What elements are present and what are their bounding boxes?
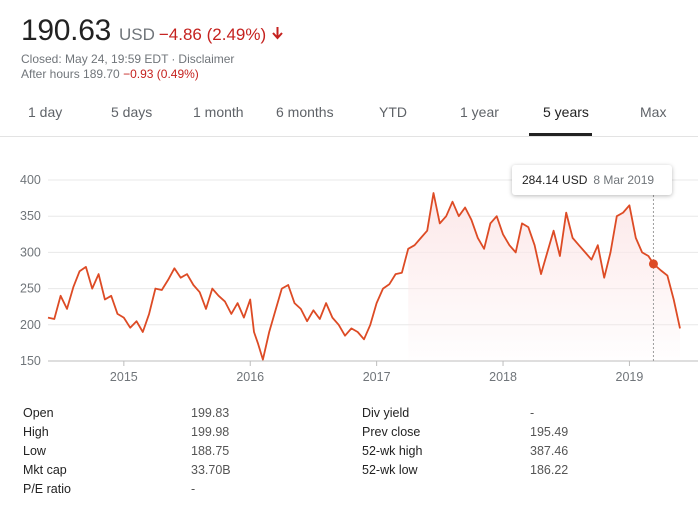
closed-label: Closed: May 24, 19:59 EDT [21,52,169,66]
tab-1-day[interactable]: 1 day [28,104,63,120]
down-arrow-icon [272,27,283,40]
stat-value: 199.83 [191,406,230,420]
stat-value: 33.70B [191,463,231,477]
stat-row-52-wk-low: 52-wk low 186.22 [362,463,568,482]
price-chart[interactable]: 400 350 300 250 200 150 2015 2016 2017 2018 2019 [0,165,698,395]
tab-6-months[interactable]: 6 months [276,104,334,120]
area-fill [408,193,680,361]
stat-label: Low [23,444,46,458]
y-tick-label: 350 [20,209,41,223]
x-tick-label: 2016 [236,370,264,384]
tab-1-year[interactable]: 1 year [460,104,499,120]
stat-value: - [191,482,196,496]
stat-row-low: Low 188.75 [23,444,229,463]
active-tab-indicator [529,133,592,136]
x-tick-label: 2018 [489,370,517,384]
stat-label: Prev close [362,425,421,439]
price-series-line [47,192,681,361]
range-tabs: 1 day 5 days 1 month 6 months YTD 1 year… [0,92,698,137]
tab-5-days[interactable]: 5 days [111,104,153,120]
currency-label: USD [118,25,155,44]
y-tick-label: 150 [20,354,41,368]
stat-row-mkt-cap: Mkt cap 33.70B [23,463,231,482]
stat-label: 52-wk low [362,463,418,477]
stat-label: 52-wk high [362,444,423,458]
disclaimer-link[interactable]: Disclaimer [178,52,235,66]
stat-row-high: High 199.98 [23,425,229,444]
stat-row-open: Open 199.83 [23,406,229,425]
current-price: 190.63 [21,14,111,47]
stat-label: Open [23,406,54,420]
stat-value: 188.75 [191,444,230,458]
stat-row-52-wk-high: 52-wk high 387.46 [362,444,568,463]
y-tick-label: 400 [20,173,41,187]
tab-1-month[interactable]: 1 month [193,104,244,120]
stat-label: High [23,425,49,439]
stat-label: Div yield [362,406,410,420]
stat-value: 195.49 [530,425,569,439]
stat-value: 199.98 [191,425,230,439]
quote-header: 190.63 USD −4.86 (2.49%) [21,14,283,48]
tab-max[interactable]: Max [640,104,667,120]
y-tick-label: 250 [20,282,41,296]
stat-row-div-yield: Div yield - [362,406,534,425]
stat-row-prev-close: Prev close 195.49 [362,425,568,444]
x-tick-label: 2017 [363,370,391,384]
stats-right: Div yield - Prev close 195.49 52-wk high 38… [362,406,568,482]
x-tick-label: 2019 [616,370,644,384]
stat-value: - [530,406,535,420]
separator: · [171,52,176,66]
stat-row-pe-ratio: P/E ratio - [23,482,195,501]
stat-value: 387.46 [530,444,569,458]
x-tick-label: 2015 [110,370,138,384]
chart-tooltip: 284.14 USD 8 Mar 2019 [512,165,672,195]
stats-left: Open 199.83 High 199.98 Low 188.75 Mkt cap 3… [23,406,231,501]
after-hours-change: −0.93 (0.49%) [123,67,199,81]
y-tick-label: 300 [20,245,41,259]
stat-label: Mkt cap [23,463,67,477]
stat-value: 186.22 [530,463,569,477]
after-hours-info: After hours 189.70 −0.93 (0.49%) [21,67,199,81]
closed-info: Closed: May 24, 19:59 EDT · Disclaimer [21,52,234,66]
stat-label: P/E ratio [23,482,71,496]
after-hours-label: After hours 189.70 [21,67,120,81]
tab-ytd[interactable]: YTD [379,104,407,120]
price-change: −4.86 (2.49%) [158,25,267,44]
highlight-point [648,259,658,269]
y-tick-label: 200 [20,318,41,332]
tooltip-date: 8 Mar 2019 [593,173,655,187]
tooltip-value: 284.14 USD [522,173,588,187]
tab-5-years[interactable]: 5 years [543,104,589,120]
